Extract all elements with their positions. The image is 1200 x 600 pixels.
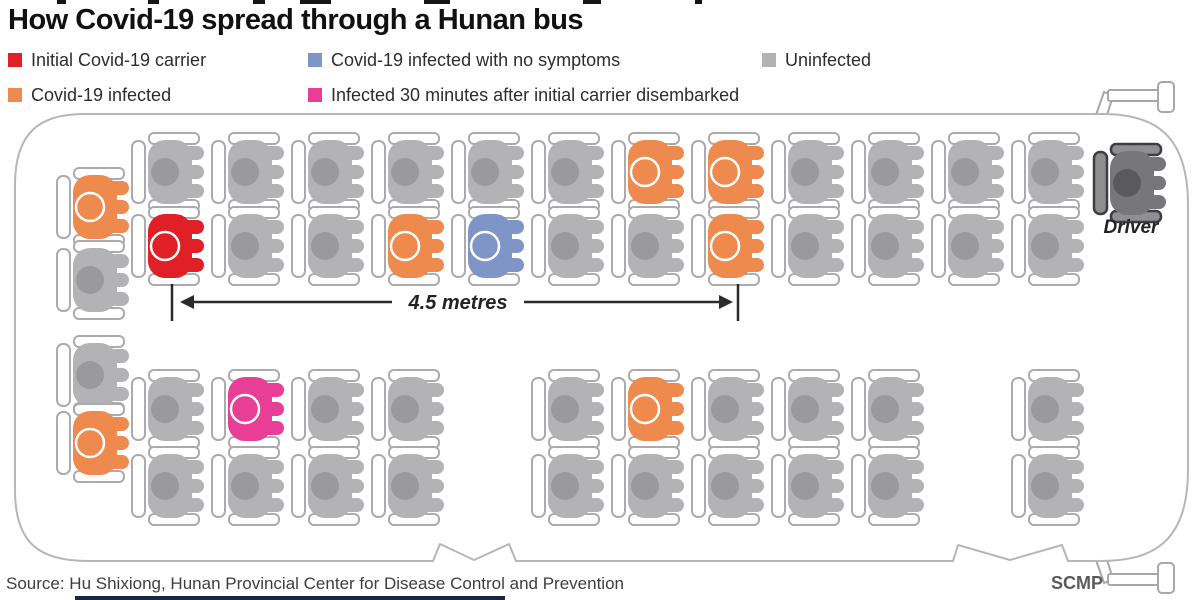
seat-upper_window-1-uninfected — [131, 132, 204, 212]
page-title: How Covid-19 spread through a Hunan bus — [8, 4, 584, 36]
seat-upper_aisle-9-uninfected — [771, 206, 844, 286]
seat-lower_window-8-uninfected — [691, 446, 764, 526]
top-edge-artifact — [695, 0, 702, 4]
source-text: Source: Hu Shixiong, Hunan Provincial Ce… — [6, 574, 624, 593]
seat-upper_window-9-uninfected — [771, 132, 844, 212]
seat-upper_aisle-5-asymptomatic — [451, 206, 524, 286]
legend-item-infected: Covid-19 infected — [8, 85, 171, 105]
seat-upper_window-3-uninfected — [291, 132, 364, 212]
distance-arrow: 4.5 metres — [170, 284, 740, 321]
seat-upper_aisle-10-uninfected — [851, 206, 924, 286]
seat-upper_window-8-infected — [691, 132, 764, 212]
top-edge-artifact — [300, 0, 331, 4]
seat-lower_aisle-4-uninfected — [371, 369, 444, 449]
mirror-top-icon — [1094, 81, 1175, 116]
seat-upper_aisle-11-uninfected — [931, 206, 1004, 286]
seat-upper_aisle-2-uninfected — [211, 206, 284, 286]
legend-item-asymptomatic: Covid-19 infected with no symptoms — [308, 50, 620, 70]
legend-swatch-initial-carrier — [8, 53, 22, 67]
seat-upper_aisle-3-uninfected — [291, 206, 364, 286]
seat-upper_aisle-6-uninfected — [531, 206, 604, 286]
seat-upper_window-10-uninfected — [851, 132, 924, 212]
seat-upper_aisle-1-initial — [131, 206, 204, 286]
seat-lower_aisle-2-late — [211, 369, 284, 449]
seat-lower_window-10-uninfected — [851, 446, 924, 526]
seat-upper_aisle-7-uninfected — [611, 206, 684, 286]
seat-lower_window-2-uninfected — [211, 446, 284, 526]
bottom-bar-artifact — [75, 596, 505, 600]
seat-upper_aisle-8-infected — [691, 206, 764, 286]
legend-swatch-uninfected — [762, 53, 776, 67]
seat-back_bench_upper-1-infected — [56, 167, 129, 247]
seat-lower_window-6-uninfected — [531, 446, 604, 526]
seat-upper_aisle-12-uninfected — [1011, 206, 1084, 286]
seat-back_bench_lower-2-infected — [56, 403, 129, 483]
seat-upper_window-2-uninfected — [211, 132, 284, 212]
seat-upper_window-4-uninfected — [371, 132, 444, 212]
legend-label: Covid-19 infected with no symptoms — [331, 50, 621, 70]
legend-swatch-late-infected — [308, 88, 322, 102]
top-edge-artifact — [583, 0, 601, 4]
legend-label: Covid-19 infected — [31, 85, 172, 105]
seats-layer — [56, 132, 1166, 526]
seat-lower_window-7-uninfected — [611, 446, 684, 526]
driver-label: Driver — [1104, 217, 1161, 238]
legend-swatch-infected — [8, 88, 22, 102]
legend-swatch-asymptomatic — [308, 53, 322, 67]
seat-lower_window-9-uninfected — [771, 446, 844, 526]
seat-lower_aisle-9-uninfected — [771, 369, 844, 449]
seat-upper_window-11-uninfected — [931, 132, 1004, 212]
legend-item-uninfected: Uninfected — [762, 50, 871, 70]
seat-upper_window-7-infected — [611, 132, 684, 212]
seat-back_bench_upper-2-uninfected — [56, 240, 129, 320]
mirror-bottom-icon — [1094, 559, 1175, 594]
seat-lower_window-3-uninfected — [291, 446, 364, 526]
driver-seat — [1092, 142, 1166, 224]
seat-lower_window-4-uninfected — [371, 446, 444, 526]
legend-item-late-infected: Infected 30 minutes after initial carrie… — [308, 85, 739, 105]
seat-lower_aisle-8-uninfected — [691, 369, 764, 449]
seat-lower_window-1-uninfected — [131, 446, 204, 526]
seat-lower_aisle-7-infected — [611, 369, 684, 449]
top-edge-artifact — [148, 0, 159, 4]
seat-lower_aisle-3-uninfected — [291, 369, 364, 449]
top-edge-artifact — [424, 0, 450, 4]
seat-lower_aisle-1-uninfected — [131, 369, 204, 449]
seat-lower_window-12-uninfected — [1011, 446, 1084, 526]
top-edge-artifact — [57, 0, 66, 4]
seat-upper_window-6-uninfected — [531, 132, 604, 212]
legend-label: Uninfected — [785, 50, 872, 70]
seat-upper_aisle-4-infected — [371, 206, 444, 286]
legend-label: Initial Covid-19 carrier — [31, 50, 207, 70]
seat-lower_aisle-6-uninfected — [531, 369, 604, 449]
seat-lower_aisle-12-uninfected — [1011, 369, 1084, 449]
seat-back_bench_lower-1-uninfected — [56, 335, 129, 415]
seat-upper_window-5-uninfected — [451, 132, 524, 212]
distance-label: 4.5 metres — [408, 292, 508, 314]
seat-lower_aisle-10-uninfected — [851, 369, 924, 449]
seat-upper_window-12-uninfected — [1011, 132, 1084, 212]
legend-label: Infected 30 minutes after initial carrie… — [331, 85, 740, 105]
top-edge-artifact — [253, 0, 265, 4]
scmp-credit: SCMP — [1051, 573, 1104, 593]
legend-item-initial-carrier: Initial Covid-19 carrier — [8, 50, 206, 70]
